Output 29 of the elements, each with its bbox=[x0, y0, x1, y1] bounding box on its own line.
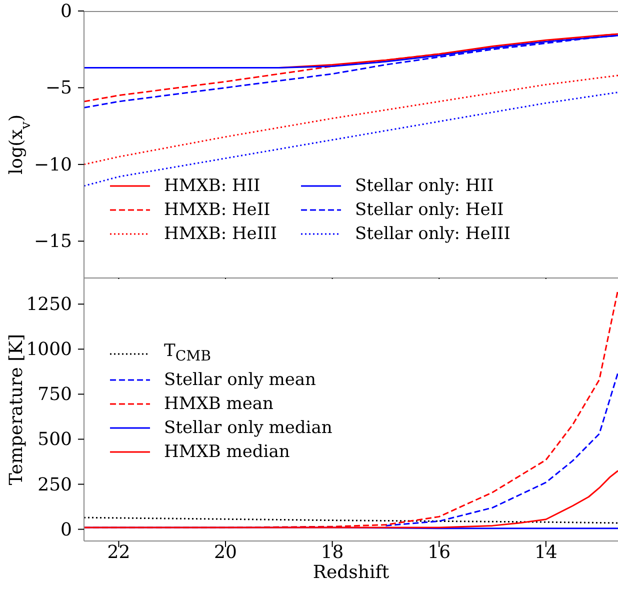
y-tick-label: 500 bbox=[38, 429, 72, 450]
legend-label: Stellar only: HeIII bbox=[355, 223, 510, 245]
line-series bbox=[84, 74, 618, 166]
x-tick-label: 20 bbox=[214, 542, 237, 563]
legend-label: Stellar only median bbox=[164, 417, 332, 440]
legend-label: HMXB: HII bbox=[164, 175, 260, 197]
legend-label: Stellar only mean bbox=[164, 369, 316, 392]
y-tick-label: 750 bbox=[38, 384, 72, 406]
x-tick-label: 16 bbox=[428, 542, 451, 563]
x-tick-label: 14 bbox=[534, 542, 558, 563]
y-tick-label: −5 bbox=[45, 78, 72, 99]
y-tick-label: 0 bbox=[60, 519, 72, 540]
y-tick-label: 0 bbox=[60, 1, 72, 22]
y-tick-label: −15 bbox=[34, 231, 72, 252]
y-tick-label: 250 bbox=[38, 474, 72, 496]
legend-label: Stellar only: HII bbox=[355, 175, 494, 197]
legend-label: Stellar only: HeII bbox=[355, 199, 504, 221]
y-tick-label: 1000 bbox=[26, 339, 72, 360]
x-tick-label: 22 bbox=[107, 542, 130, 563]
y-axis-title: Temperature [K] bbox=[6, 334, 27, 486]
legend-label: T$_{CMB}$ bbox=[164, 340, 212, 366]
x-tick-label: 18 bbox=[320, 542, 344, 563]
x-axis-title: Redshift bbox=[312, 562, 390, 583]
legend-label: HMXB: HeII bbox=[164, 199, 270, 221]
legend-label: HMXB: HeIII bbox=[164, 223, 277, 245]
legend-label: HMXB median bbox=[164, 441, 290, 464]
y-tick-label: 1250 bbox=[26, 294, 72, 316]
y-tick-label: −10 bbox=[34, 154, 72, 176]
legend-label: HMXB mean bbox=[164, 393, 274, 416]
